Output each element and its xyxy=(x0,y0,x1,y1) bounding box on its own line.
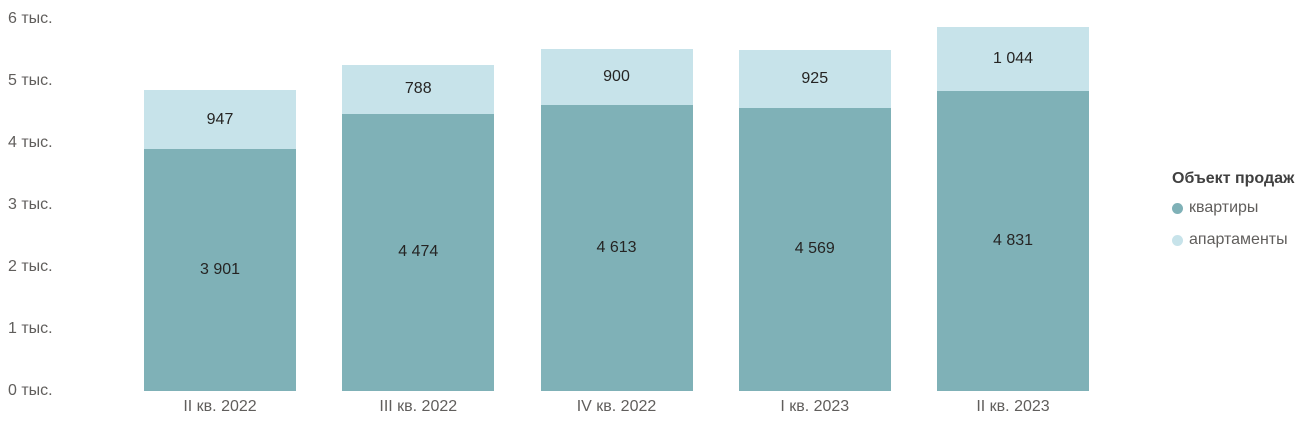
legend-items: квартиры апартаменты xyxy=(1172,199,1294,249)
bar-segment-kvartiry[interactable]: 4 613 xyxy=(540,105,693,391)
bar-group-2: 788 4 474 III кв. 2022 xyxy=(342,19,495,415)
value-label: 788 xyxy=(404,80,432,98)
bar-segment-kvartiry[interactable]: 3 901 xyxy=(144,149,296,391)
y-axis-tick-label: 4 тыс. xyxy=(8,134,53,151)
value-label: 925 xyxy=(801,70,829,88)
y-axis-tick-label: 0 тыс. xyxy=(8,382,53,399)
bar-segment-apartamenty[interactable]: 1 044 xyxy=(937,26,1089,92)
x-axis-category-label: II кв. 2022 xyxy=(183,398,257,415)
x-axis-category-label: II кв. 2023 xyxy=(976,398,1050,415)
bar-stack: 900 4 613 xyxy=(540,49,693,391)
legend-dot-icon xyxy=(1172,202,1183,214)
bar-segment-kvartiry[interactable]: 4 474 xyxy=(342,113,495,391)
y-axis-tick-label: 3 тыс. xyxy=(8,196,53,213)
y-axis-tick-label: 6 тыс. xyxy=(8,10,53,27)
bar-segment-kvartiry[interactable]: 4 569 xyxy=(738,107,891,391)
y-axis-tick-label: 2 тыс. xyxy=(8,258,53,275)
bar-stack: 925 4 569 xyxy=(738,50,891,391)
bar-group-1: 947 3 901 II кв. 2022 xyxy=(144,19,296,415)
legend-item-label: квартиры xyxy=(1189,199,1259,216)
value-label: 4 569 xyxy=(794,240,835,258)
bar-segment-apartamenty[interactable]: 900 xyxy=(540,49,693,105)
bar-segment-apartamenty[interactable]: 925 xyxy=(738,50,891,108)
bar-stack: 788 4 474 xyxy=(342,64,495,391)
value-label: 4 474 xyxy=(398,243,439,261)
x-axis-category-label: III кв. 2022 xyxy=(379,398,458,415)
bar-group-3: 900 4 613 IV кв. 2022 xyxy=(540,19,693,415)
x-axis-category-label: IV кв. 2022 xyxy=(576,398,657,415)
x-axis-category-label: I кв. 2023 xyxy=(780,398,850,415)
bar-stack: 947 3 901 xyxy=(144,90,296,391)
bar-stack: 1 044 4 831 xyxy=(937,26,1089,391)
bar-segment-kvartiry[interactable]: 4 831 xyxy=(937,91,1089,391)
y-axis-tick-label: 1 тыс. xyxy=(8,320,53,337)
legend-title: Объект продаж xyxy=(1172,170,1295,187)
value-label: 947 xyxy=(206,110,234,128)
legend-item-kvartiry[interactable]: квартиры xyxy=(1172,199,1294,217)
value-label: 4 831 xyxy=(992,232,1034,250)
bar-group-4: 925 4 569 I кв. 2023 xyxy=(738,19,891,415)
plot-area: 947 3 901 II кв. 2022 788 4 474 III кв. 2022 9… xyxy=(144,19,1089,415)
legend-item-label: апартаменты xyxy=(1189,231,1288,248)
bar-segment-apartamenty[interactable]: 947 xyxy=(144,90,296,150)
legend: Объект продаж квартиры апартаменты xyxy=(1172,170,1294,263)
value-label: 900 xyxy=(603,68,630,86)
legend-item-apartamenty[interactable]: апартаменты xyxy=(1172,231,1294,249)
value-label: 1 044 xyxy=(992,50,1034,68)
y-axis-tick-label: 5 тыс. xyxy=(8,72,53,89)
bar-segment-apartamenty[interactable]: 788 xyxy=(342,64,495,114)
legend-dot-icon xyxy=(1172,234,1183,246)
bar-group-5: 1 044 4 831 II кв. 2023 xyxy=(937,19,1089,415)
value-label: 4 613 xyxy=(596,239,637,256)
value-label: 3 901 xyxy=(199,261,241,279)
